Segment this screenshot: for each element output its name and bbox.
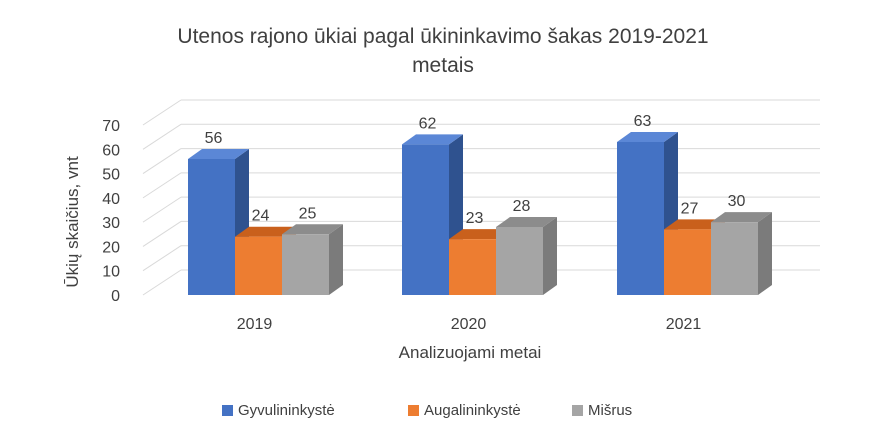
legend-swatch xyxy=(222,405,233,416)
bar-top xyxy=(617,132,678,142)
bar xyxy=(402,134,463,295)
gridline-depth xyxy=(142,148,182,174)
bar-front xyxy=(449,239,496,295)
gridline-depth xyxy=(142,196,182,223)
legend-label: Mišrus xyxy=(588,402,632,419)
bar xyxy=(496,217,557,295)
bar-top xyxy=(402,134,463,145)
data-label: 25 xyxy=(299,205,317,222)
gridline-depth xyxy=(142,123,182,150)
y-tick-label: 10 xyxy=(102,264,120,281)
chart-title-line: metais xyxy=(412,54,474,77)
data-label: 24 xyxy=(252,208,270,225)
legend-label: Gyvulininkystė xyxy=(238,402,335,419)
bar-front xyxy=(282,234,329,295)
data-label: 27 xyxy=(681,200,699,217)
bar-front xyxy=(496,227,543,295)
data-label: 63 xyxy=(634,113,652,130)
gridline-depth xyxy=(142,245,182,272)
data-label: 23 xyxy=(466,210,484,227)
data-label: 28 xyxy=(513,198,531,215)
y-tick-label: 30 xyxy=(102,215,120,232)
y-tick-label: 50 xyxy=(102,167,120,184)
bar-top xyxy=(664,219,725,230)
gridline-depth xyxy=(142,221,182,247)
y-tick-label: 0 xyxy=(111,288,120,305)
data-label: 56 xyxy=(205,130,223,147)
legend-swatch xyxy=(572,405,583,416)
bar-top xyxy=(496,217,557,227)
bar-front xyxy=(617,142,664,295)
bar-front xyxy=(235,236,282,295)
y-tick-label: 40 xyxy=(102,191,120,208)
legend-label: Augalininkystė xyxy=(424,402,521,419)
bar-top xyxy=(449,229,510,240)
bar-side xyxy=(329,224,343,295)
x-tick-label: 2019 xyxy=(237,316,273,333)
data-label: 62 xyxy=(419,115,437,132)
bars: 56 24 25 62 23 28 63 27 30 xyxy=(188,113,772,295)
x-tick-label: 2020 xyxy=(451,316,487,333)
legend: Gyvulininkystė Augalininkystė Mišrus xyxy=(222,402,632,419)
bar-top xyxy=(711,212,772,223)
legend-item: Mišrus xyxy=(572,402,632,419)
bar xyxy=(711,212,772,295)
legend-item: Gyvulininkystė xyxy=(222,402,335,419)
bar-top xyxy=(282,224,343,235)
bar-side xyxy=(543,217,557,295)
bar-front xyxy=(188,159,235,295)
chart-title-line: Utenos rajono ūkiai pagal ūkininkavimo š… xyxy=(177,25,708,48)
legend-item: Augalininkystė xyxy=(408,402,521,419)
bar xyxy=(282,224,343,295)
bar-top xyxy=(235,226,296,237)
y-tick-label: 20 xyxy=(102,239,120,256)
data-label: 30 xyxy=(728,193,746,210)
gridline-depth xyxy=(142,172,182,199)
bar-front xyxy=(664,229,711,295)
chart-title: Utenos rajono ūkiai pagal ūkininkavimo š… xyxy=(177,25,708,77)
bar-side xyxy=(758,212,772,295)
x-axis-label: Analizuojami metai xyxy=(399,343,542,362)
y-tick-label: 70 xyxy=(102,118,120,135)
y-tick-label: 60 xyxy=(102,142,120,159)
bar-front xyxy=(711,222,758,295)
y-axis-label: Ūkių skaičius, vnt xyxy=(63,156,82,288)
gridline-depth xyxy=(142,99,182,126)
x-tick-label: 2021 xyxy=(666,316,702,333)
y-axis-ticks: 0 10 20 30 40 50 60 70 xyxy=(102,118,120,305)
bar-front xyxy=(402,144,449,295)
legend-swatch xyxy=(408,405,419,416)
bar-top xyxy=(188,149,249,159)
gridline-depth xyxy=(142,269,182,296)
x-axis-ticks: 2019 2020 2021 xyxy=(237,316,702,333)
